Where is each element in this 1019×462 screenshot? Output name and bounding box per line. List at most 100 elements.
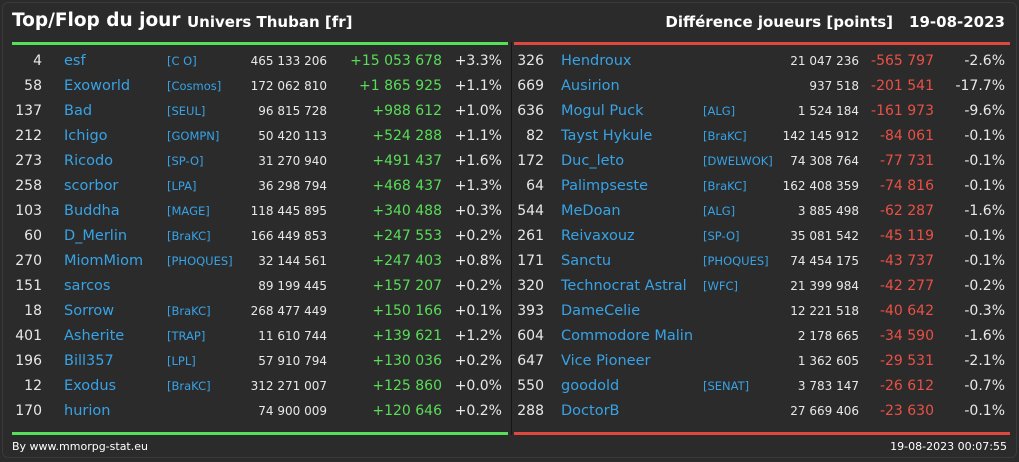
player-name-link[interactable]: Sanctu bbox=[561, 253, 612, 269]
player-name-link[interactable]: Tayst Hykule bbox=[561, 128, 653, 144]
player-name-link[interactable]: Vice Pioneer bbox=[561, 353, 651, 369]
rank-cell: 4 bbox=[33, 53, 42, 69]
percent-cell: -0.1% bbox=[964, 403, 1005, 419]
percent-cell: -0.3% bbox=[964, 303, 1005, 319]
alliance-tag-link[interactable]: [BraKC] bbox=[167, 304, 211, 318]
points-cell: 2 178 665 bbox=[797, 329, 859, 343]
points-cell: 74 308 764 bbox=[790, 154, 859, 168]
points-cell: 3 885 498 bbox=[797, 204, 859, 218]
player-name-link[interactable]: MiomMiom bbox=[64, 253, 144, 269]
diff-cell: +15 053 678 bbox=[350, 53, 442, 69]
diff-cell: +139 621 bbox=[372, 328, 442, 344]
percent-cell: +1.1% bbox=[454, 128, 502, 144]
diff-cell: +125 860 bbox=[372, 378, 442, 394]
alliance-tag-link[interactable]: [C O] bbox=[167, 54, 197, 68]
alliance-tag-link[interactable]: [SP-O] bbox=[167, 154, 204, 168]
player-name-link[interactable]: Commodore Malin bbox=[561, 328, 694, 344]
alliance-tag-link[interactable]: [LPA] bbox=[167, 179, 197, 193]
player-name-link[interactable]: Asherite bbox=[64, 328, 125, 344]
rank-cell: 273 bbox=[15, 153, 42, 169]
player-name-link[interactable]: Mogul Puck bbox=[561, 103, 644, 119]
gainer-row: 196 Bill357 [LPL] 57 910 794 +130 036 +0.2% bbox=[12, 349, 508, 374]
player-name-link[interactable]: Sorrow bbox=[64, 303, 115, 319]
rank-cell: 550 bbox=[517, 378, 544, 394]
player-name-link[interactable]: DoctorB bbox=[561, 403, 620, 419]
percent-cell: +0.3% bbox=[454, 203, 502, 219]
alliance-tag-link[interactable]: [DWELWOK] bbox=[703, 154, 773, 168]
rank-cell: 270 bbox=[15, 253, 42, 269]
percent-cell: -0.2% bbox=[964, 278, 1005, 294]
percent-cell: +0.8% bbox=[454, 253, 502, 269]
alliance-tag-link[interactable]: [ALG] bbox=[703, 204, 736, 218]
alliance-tag-link[interactable]: [BraKC] bbox=[167, 379, 211, 393]
player-name-link[interactable]: Exodus bbox=[64, 378, 117, 394]
percent-cell: +1.6% bbox=[454, 153, 502, 169]
alliance-tag-link[interactable]: [WFC] bbox=[703, 279, 738, 293]
rank-cell: 82 bbox=[526, 128, 544, 144]
player-name-link[interactable]: hurion bbox=[64, 403, 111, 419]
percent-cell: -17.7% bbox=[955, 78, 1005, 94]
player-name-link[interactable]: DameCelie bbox=[561, 303, 641, 319]
player-name-link[interactable]: sarcos bbox=[64, 278, 111, 294]
alliance-tag-link[interactable]: [Cosmos] bbox=[167, 79, 222, 93]
player-name-link[interactable]: Ausirion bbox=[561, 78, 620, 94]
loser-row: 669 Ausirion 937 518 -201 541 -17.7% bbox=[514, 74, 1010, 99]
points-cell: 21 047 236 bbox=[790, 54, 859, 68]
alliance-tag-link[interactable]: [PHOQUES] bbox=[167, 254, 233, 268]
header: Top/Flop du jour Univers Thuban [fr] Dif… bbox=[2, 2, 1017, 42]
alliance-tag-link[interactable]: [BraKC] bbox=[703, 179, 747, 193]
alliance-tag-link[interactable]: [MAGE] bbox=[167, 204, 210, 218]
rank-cell: 320 bbox=[517, 278, 544, 294]
loser-row: 261 Reivaxouz [SP-O] 35 081 542 -45 119 -0.1% bbox=[514, 224, 1010, 249]
footer-timestamp: 19-08-2023 00:07:55 bbox=[890, 440, 1007, 453]
alliance-tag-link[interactable]: [PHOQUES] bbox=[703, 254, 769, 268]
player-name-link[interactable]: Buddha bbox=[64, 203, 120, 219]
alliance-tag-link[interactable]: [GOMPN] bbox=[167, 129, 220, 143]
diff-cell: -74 816 bbox=[879, 178, 934, 194]
player-name-link[interactable]: MeDoan bbox=[561, 203, 621, 219]
player-name-link[interactable]: scorbor bbox=[64, 178, 119, 194]
loser-row: 550 goodold [SENAT] 3 783 147 -26 612 -0.7% bbox=[514, 374, 1010, 399]
player-name-link[interactable]: Ichigo bbox=[64, 128, 108, 144]
loser-row: 320 Technocrat Astral [WFC] 21 399 984 -42 2… bbox=[514, 274, 1010, 299]
player-name-link[interactable]: Reivaxouz bbox=[561, 228, 635, 244]
loser-row: 172 Duc_leto [DWELWOK] 74 308 764 -77 731 -0.… bbox=[514, 149, 1010, 174]
points-cell: 89 199 445 bbox=[258, 279, 327, 293]
player-name-link[interactable]: esf bbox=[64, 53, 86, 69]
points-cell: 172 062 810 bbox=[250, 79, 327, 93]
points-cell: 11 610 744 bbox=[258, 329, 327, 343]
player-name-link[interactable]: Exoworld bbox=[64, 78, 131, 94]
alliance-tag-link[interactable]: [LPL] bbox=[167, 354, 196, 368]
diff-cell: -42 277 bbox=[879, 278, 934, 294]
header-date: 19-08-2023 bbox=[909, 13, 1005, 31]
loser-row: 82 Tayst Hykule [BraKC] 142 145 912 -84 061 -… bbox=[514, 124, 1010, 149]
alliance-tag-link[interactable]: [BraKC] bbox=[703, 129, 747, 143]
alliance-tag-link[interactable]: [ALG] bbox=[703, 104, 736, 118]
player-name-link[interactable]: Palimpseste bbox=[561, 178, 648, 194]
player-name-link[interactable]: D_Merlin bbox=[64, 228, 128, 244]
gainer-row: 18 Sorrow [BraKC] 268 477 449 +150 166 +0.1% bbox=[12, 299, 508, 324]
percent-cell: +0.1% bbox=[454, 303, 502, 319]
rank-cell: 261 bbox=[517, 228, 544, 244]
alliance-tag-link[interactable]: [TRAP] bbox=[167, 329, 206, 343]
alliance-tag-link[interactable]: [SEUL] bbox=[167, 104, 206, 118]
alliance-tag-link[interactable]: [BraKC] bbox=[167, 229, 211, 243]
player-name-link[interactable]: Bad bbox=[64, 103, 93, 119]
player-name-link[interactable]: goodold bbox=[561, 378, 620, 394]
diff-cell: +988 612 bbox=[372, 103, 442, 119]
alliance-tag-link[interactable]: [SP-O] bbox=[703, 229, 740, 243]
player-name-link[interactable]: Ricodo bbox=[64, 153, 114, 169]
gainer-row: 103 Buddha [MAGE] 118 445 895 +340 488 +0.3% bbox=[12, 199, 508, 224]
player-name-link[interactable]: Duc_leto bbox=[561, 153, 625, 169]
player-name-link[interactable]: Technocrat Astral bbox=[561, 278, 687, 294]
rank-cell: 12 bbox=[24, 378, 42, 394]
player-name-link[interactable]: Bill357 bbox=[64, 353, 114, 369]
diff-cell: +150 166 bbox=[372, 303, 442, 319]
points-cell: 465 133 206 bbox=[250, 54, 327, 68]
alliance-tag-link[interactable]: [SENAT] bbox=[703, 379, 750, 393]
points-cell: 937 518 bbox=[809, 79, 859, 93]
metric-label: Différence joueurs [points] bbox=[665, 13, 894, 31]
points-cell: 50 420 113 bbox=[258, 129, 327, 143]
player-name-link[interactable]: Hendroux bbox=[561, 53, 632, 69]
